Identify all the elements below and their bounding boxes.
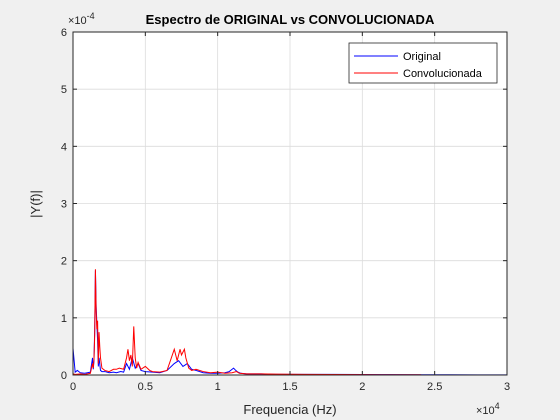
- legend: Original Convolucionada: [348, 42, 498, 84]
- x-tick-label: 1.5: [282, 381, 297, 393]
- x-axis-label: Frequencia (Hz): [243, 402, 336, 417]
- x-axis-exponent: ×104: [476, 401, 500, 417]
- y-tick-label: 0: [61, 370, 67, 382]
- y-tick-label: 2: [61, 256, 67, 268]
- legend-label-original: Original: [403, 51, 441, 63]
- x-tick-label: 1: [215, 381, 221, 393]
- y-tick-label: 4: [61, 141, 67, 153]
- y-tick-label: 1: [61, 313, 67, 325]
- y-tick-label: 5: [61, 84, 67, 96]
- x-tick-label: 0.5: [138, 381, 153, 393]
- x-tick-label: 2.5: [427, 381, 442, 393]
- y-axis-label: |Y(f)|: [28, 190, 43, 218]
- chart-title: Espectro de ORIGINAL vs CONVOLUCIONADA: [146, 12, 435, 27]
- y-axis-exponent: ×10-4: [68, 11, 95, 27]
- tick-labels: 0 0.5 1 1.5 2 2.5 3 0 1 2 3 4 5 6: [61, 27, 510, 393]
- x-tick-label: 2: [359, 381, 365, 393]
- tick-marks: [72, 31, 508, 376]
- x-tick-label: 3: [504, 381, 510, 393]
- legend-label-convolucionada: Convolucionada: [403, 68, 483, 80]
- y-tick-label: 3: [61, 199, 67, 211]
- series-line-convolucionada: [72, 269, 507, 376]
- x-tick-label: 0: [70, 381, 76, 393]
- legend-box: [348, 42, 498, 84]
- y-tick-label: 6: [61, 27, 67, 39]
